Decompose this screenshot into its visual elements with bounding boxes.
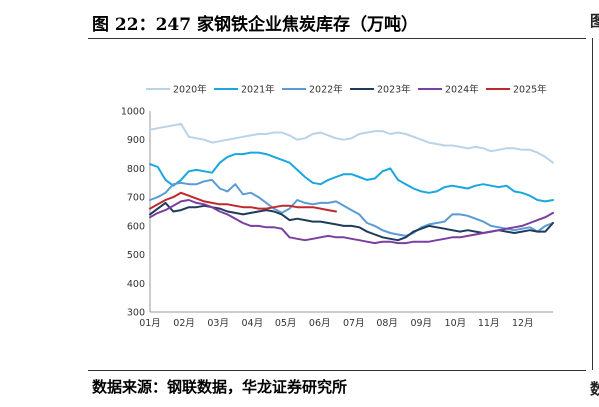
x-axis: 01月 02月 03月 04月 05月 06月 07月 08月 09月 10月 11月 12月 xyxy=(139,311,553,329)
y-tick-label: 800 xyxy=(127,164,145,175)
right-edge-glyph-top: 图 xyxy=(590,12,599,30)
legend-label: 2024年 xyxy=(445,84,479,96)
y-tick-label: 500 xyxy=(127,250,145,261)
y-tick-label: 700 xyxy=(127,193,145,204)
x-tick-label: 08月 xyxy=(376,318,398,329)
series-line-2024年 xyxy=(149,199,554,245)
series-line-2021年 xyxy=(149,151,554,203)
legend-label: 2020年 xyxy=(173,84,207,96)
series-line-2023年 xyxy=(149,201,554,242)
legend-label: 2023年 xyxy=(377,84,411,96)
x-tick-label: 01月 xyxy=(139,318,161,329)
legend-label: 2021年 xyxy=(241,84,275,96)
top-rule xyxy=(88,38,586,39)
x-tick-label: 09月 xyxy=(410,318,432,329)
y-tick-label: 1000 xyxy=(121,107,145,118)
y-tick-label: 400 xyxy=(127,279,145,290)
y-axis: 300 400 500 600 700 800 900 1000 xyxy=(121,107,151,319)
bottom-rule xyxy=(88,370,586,371)
y-tick-label: 900 xyxy=(127,135,145,146)
x-tick-label: 12月 xyxy=(512,318,534,329)
x-tick-label: 11月 xyxy=(478,318,500,329)
x-tick-label: 03月 xyxy=(207,318,229,329)
x-tick-label: 05月 xyxy=(275,318,297,329)
right-edge-glyph-bottom: 数 xyxy=(590,380,599,398)
y-tick-label: 600 xyxy=(127,221,145,232)
x-tick-label: 02月 xyxy=(173,318,195,329)
legend-label: 2022年 xyxy=(309,84,343,96)
series-line-2020年 xyxy=(149,122,554,164)
y-tick-label: 300 xyxy=(127,308,145,319)
source-note: 数据来源：钢联数据，华龙证券研究所 xyxy=(92,378,348,396)
plot-area xyxy=(149,122,554,245)
series-line-2025年 xyxy=(149,191,337,213)
right-edge-rule xyxy=(592,38,593,370)
chart-legend: 2020年 2021年 2022年 2023年 2024年 2025年 xyxy=(146,84,547,96)
series-line-2022年 xyxy=(149,178,554,237)
x-tick-label: 10月 xyxy=(445,318,467,329)
x-tick-label: 06月 xyxy=(309,318,331,329)
x-tick-label: 07月 xyxy=(343,318,365,329)
legend-label: 2025年 xyxy=(513,84,547,96)
x-tick-label: 04月 xyxy=(242,318,264,329)
figure-title: 图 22：247 家钢铁企业焦炭库存（万吨） xyxy=(92,15,418,35)
